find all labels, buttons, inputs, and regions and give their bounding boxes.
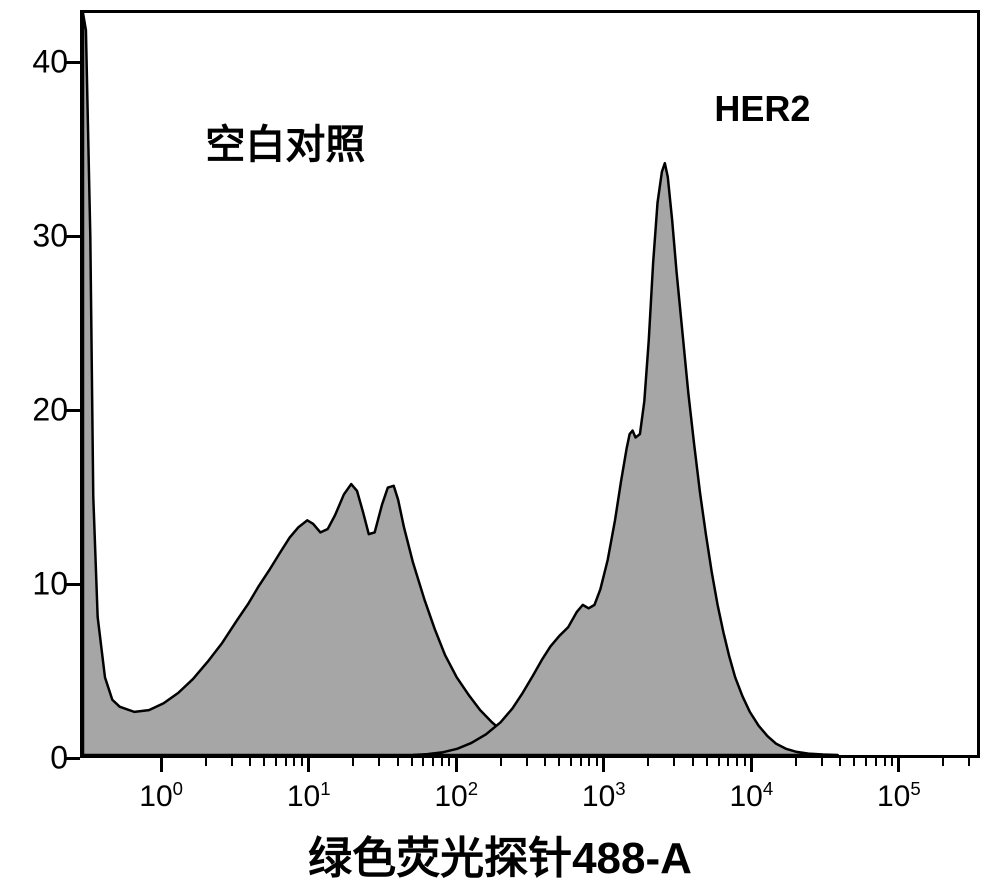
x-minor-tick-mark (570, 758, 572, 766)
x-minor-tick-mark (441, 758, 443, 766)
x-tick-label: 102 (434, 780, 478, 814)
x-tick-mark (602, 758, 605, 772)
x-minor-tick-mark (231, 758, 233, 766)
x-minor-tick-mark (397, 758, 399, 766)
x-minor-tick-mark (263, 758, 265, 766)
x-minor-tick-mark (448, 758, 450, 766)
x-tick-mark (455, 758, 458, 772)
y-tick-mark (66, 757, 80, 760)
x-minor-tick-mark (558, 758, 560, 766)
x-minor-tick-mark (285, 758, 287, 766)
x-minor-tick-mark (249, 758, 251, 766)
x-minor-tick-mark (293, 758, 295, 766)
x-minor-tick-mark (821, 758, 823, 766)
annotation-label: HER2 (714, 88, 810, 130)
x-minor-tick-mark (580, 758, 582, 766)
x-tick-label: 100 (139, 780, 183, 814)
x-minor-tick-mark (884, 758, 886, 766)
y-tick-label: 40 (6, 44, 68, 81)
y-tick-mark (66, 409, 80, 412)
x-minor-tick-mark (352, 758, 354, 766)
x-minor-tick-mark (942, 758, 944, 766)
x-minor-tick-mark (301, 758, 303, 766)
x-minor-tick-mark (596, 758, 598, 766)
x-tick-mark (750, 758, 753, 772)
x-minor-tick-mark (795, 758, 797, 766)
x-minor-tick-mark (968, 758, 970, 766)
x-minor-tick-mark (744, 758, 746, 766)
x-minor-tick-mark (865, 758, 867, 766)
x-minor-tick-mark (727, 758, 729, 766)
x-minor-tick-mark (275, 758, 277, 766)
x-minor-tick-mark (544, 758, 546, 766)
x-minor-tick-mark (706, 758, 708, 766)
x-axis-label: 绿色荧光探针488-A (0, 822, 1000, 886)
y-tick-mark (66, 583, 80, 586)
x-tick-label: 104 (729, 780, 773, 814)
x-minor-tick-mark (891, 758, 893, 766)
x-minor-tick-mark (647, 758, 649, 766)
y-tick-label: 30 (6, 218, 68, 255)
x-minor-tick-mark (205, 758, 207, 766)
x-tick-mark (160, 758, 163, 772)
x-minor-tick-mark (588, 758, 590, 766)
x-minor-tick-mark (839, 758, 841, 766)
x-minor-tick-mark (378, 758, 380, 766)
x-minor-tick-mark (673, 758, 675, 766)
y-tick-mark (66, 61, 80, 64)
x-minor-tick-mark (526, 758, 528, 766)
x-tick-label: 101 (287, 780, 331, 814)
x-minor-tick-mark (411, 758, 413, 766)
y-tick-label: 0 (6, 740, 68, 777)
x-minor-tick-mark (736, 758, 738, 766)
x-tick-label: 103 (582, 780, 626, 814)
x-tick-mark (897, 758, 900, 772)
annotation-label: 空白对照 (205, 112, 365, 170)
figure-root: 010203040 100101102103104105 绿色荧光探针488-A… (0, 0, 1000, 882)
x-minor-tick-mark (853, 758, 855, 766)
x-tick-mark (307, 758, 310, 772)
series-her2 (413, 163, 838, 755)
y-tick-label: 20 (6, 392, 68, 429)
x-minor-tick-mark (432, 758, 434, 766)
x-tick-label: 105 (877, 780, 921, 814)
x-minor-tick-mark (500, 758, 502, 766)
x-minor-tick-mark (875, 758, 877, 766)
x-minor-tick-mark (692, 758, 694, 766)
y-tick-mark (66, 235, 80, 238)
x-minor-tick-mark (422, 758, 424, 766)
y-tick-label: 10 (6, 566, 68, 603)
x-minor-tick-mark (718, 758, 720, 766)
